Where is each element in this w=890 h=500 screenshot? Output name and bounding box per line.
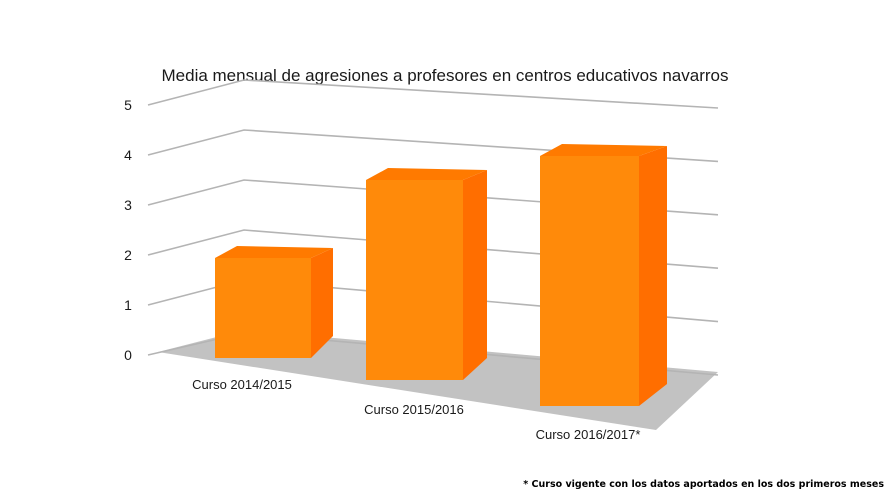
- y-tick-label: 2: [124, 247, 132, 263]
- y-tick-label: 4: [124, 147, 132, 163]
- bar-front: [215, 258, 311, 358]
- y-tick-label: 1: [124, 297, 132, 313]
- bars: [215, 144, 667, 406]
- x-axis-labels: Curso 2014/2015 Curso 2015/2016 Curso 2016…: [192, 377, 640, 442]
- footnote: * Curso vigente con los datos aportados …: [523, 479, 884, 490]
- bar-front: [366, 180, 463, 380]
- bar: [366, 168, 487, 380]
- y-axis-ticks: 0 1 2 3 4 5: [124, 97, 132, 363]
- gridline: [147, 79, 719, 109]
- bar-top: [215, 246, 333, 258]
- y-tick-label: 5: [124, 97, 132, 113]
- bar-side: [311, 248, 333, 358]
- chart-title: Media mensual de agresiones a profesores…: [162, 66, 729, 85]
- x-category-label: Curso 2014/2015: [192, 377, 292, 392]
- x-category-label: Curso 2015/2016: [364, 402, 464, 417]
- bar-front: [540, 156, 639, 406]
- x-category-label: Curso 2016/2017*: [536, 427, 641, 442]
- bar: [215, 246, 333, 358]
- bar-side: [639, 146, 667, 406]
- bar-top: [366, 168, 487, 180]
- y-tick-label: 0: [124, 347, 132, 363]
- y-tick-label: 3: [124, 197, 132, 213]
- bar-top: [540, 144, 667, 156]
- bar: [540, 144, 667, 406]
- bar-side: [463, 170, 487, 380]
